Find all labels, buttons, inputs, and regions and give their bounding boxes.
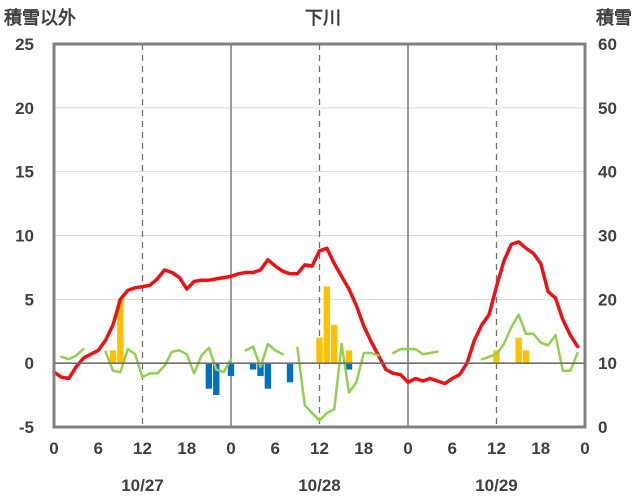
series-line [60,347,85,361]
series-line [480,313,579,373]
bar [345,363,353,370]
bar [205,363,213,389]
bar [515,337,522,364]
series-line [52,240,580,386]
y-left-tick-label: 20 [15,99,34,118]
chart-title: 下川 [305,8,341,28]
x-date-label: 10/28 [298,476,341,495]
bar [345,350,353,364]
bar [227,363,235,376]
y-right-tick-label: 10 [598,354,617,373]
y-left-label: 積雪以外 [3,7,76,28]
bar [323,286,331,364]
y-left-tick-label: 0 [25,354,34,373]
x-tick-label: 0 [580,439,589,458]
y-right-label: 積雪 [595,7,632,28]
series-line [104,346,233,379]
y-right-tick-label: 40 [598,163,617,182]
bar [493,350,500,364]
y-right-tick-label: 20 [598,290,617,309]
bar [249,363,257,370]
bar [213,363,220,396]
y-left-tick-label: 10 [15,227,34,246]
y-left-tick-label: 15 [15,163,34,182]
x-tick-label: 18 [177,439,196,458]
x-tick-label: 12 [133,439,152,458]
y-right-tick-label: 60 [598,35,617,54]
bar [331,324,338,364]
x-tick-label: 18 [354,439,373,458]
y-left-tick-label: 5 [25,290,34,309]
x-date-label: 10/27 [121,476,164,495]
x-tick-label: 6 [94,439,103,458]
bar [522,350,530,364]
bars [109,286,530,396]
bar [264,363,272,389]
x-tick-label: 6 [448,439,457,458]
y-left-tick-label: -5 [19,418,34,437]
bar [117,299,124,364]
bar [316,337,323,364]
x-tick-label: 6 [271,439,280,458]
y-right-tick-label: 0 [598,418,607,437]
x-tick-label: 0 [403,439,412,458]
x-tick-label: 12 [487,439,506,458]
x-date-label: 10/29 [475,476,518,495]
bar [286,363,294,383]
series-line [392,347,439,356]
x-tick-label: 0 [49,439,58,458]
series-line [244,342,284,369]
bar [257,363,264,376]
y-right-tick-label: 50 [598,99,617,118]
bar [109,350,117,364]
x-tick-label: 18 [531,439,550,458]
y-right-tick-label: 30 [598,227,617,246]
x-tick-label: 0 [226,439,235,458]
series-line [296,342,380,422]
y-left-tick-label: 25 [15,35,34,54]
x-tick-label: 12 [310,439,329,458]
plot-frame [52,42,587,429]
